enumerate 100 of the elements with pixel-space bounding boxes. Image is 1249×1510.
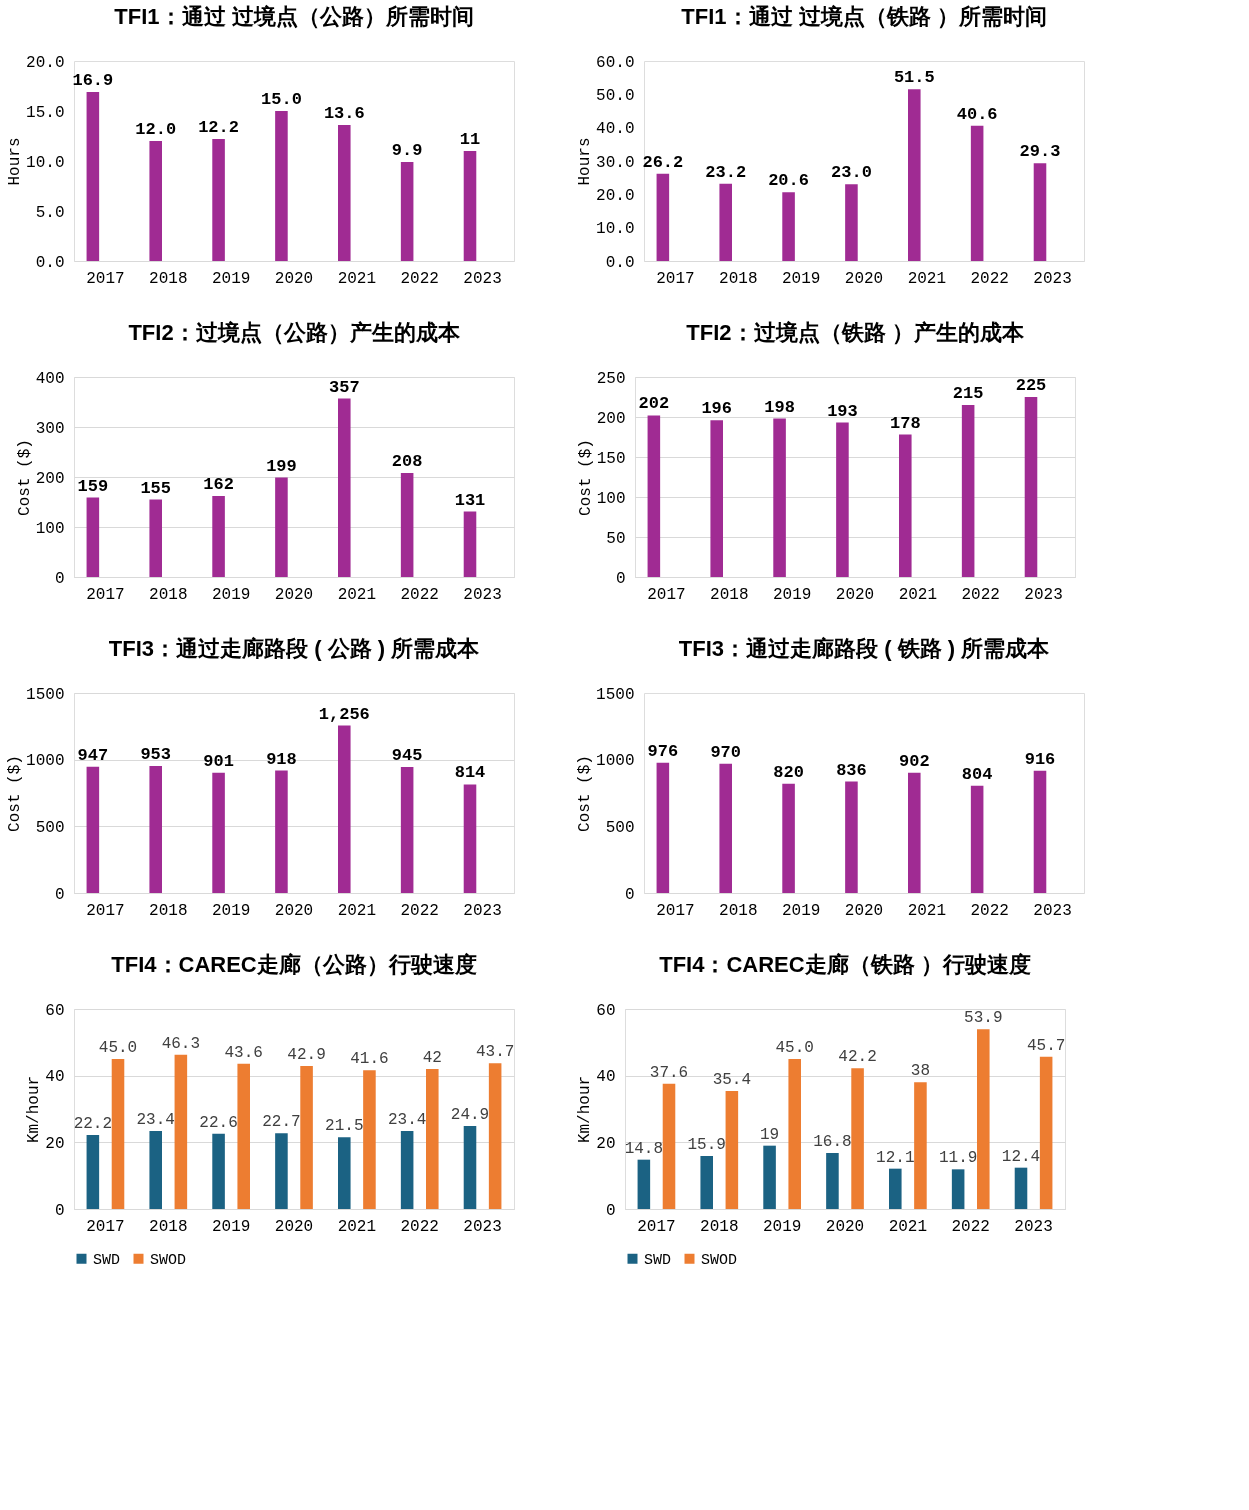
x-tick-label: 2017: [86, 901, 125, 920]
data-label: 12.0: [135, 120, 177, 139]
y-tick-label: 1000: [596, 752, 635, 771]
x-tick-label: 2020: [844, 901, 884, 920]
x-tick-label: 2022: [400, 1217, 439, 1236]
data-label: 12.4: [1001, 1147, 1041, 1166]
bar: [1024, 397, 1038, 577]
bar: [763, 1145, 776, 1209]
y-axis-title: Hours: [576, 137, 595, 186]
data-label: 976: [647, 741, 679, 761]
data-label: 23.4: [136, 1111, 175, 1129]
x-tick-label: 2019: [762, 1217, 802, 1236]
y-tick-label: 500: [605, 818, 635, 837]
y-tick-label: 50: [606, 529, 626, 548]
chart-title: TFI1：通过 过境点（公路）所需时间: [114, 4, 474, 29]
data-label: 51.5: [893, 68, 935, 88]
y-tick-label: 60.0: [596, 53, 635, 72]
y-tick-label: 60: [596, 1001, 616, 1020]
data-label: 45.0: [775, 1039, 814, 1057]
data-label: 24.9: [450, 1106, 490, 1124]
bar: [363, 1070, 376, 1209]
data-label: 804: [961, 764, 993, 784]
data-label: 23.2: [705, 162, 747, 182]
data-label: 11.9: [938, 1149, 978, 1168]
data-label: 1,256: [318, 704, 370, 724]
y-tick-label: 0: [615, 569, 626, 588]
data-label: 43.7: [475, 1043, 515, 1062]
y-tick-label: 200: [35, 469, 65, 488]
legend-label: SWD: [93, 1251, 121, 1269]
x-tick-label: 2019: [781, 269, 821, 288]
y-tick-label: 40: [45, 1068, 65, 1087]
data-label: 215: [952, 384, 984, 403]
data-label: 53.9: [964, 1009, 1003, 1028]
data-label: 22.2: [73, 1115, 113, 1133]
data-label: 13.6: [323, 104, 365, 123]
y-tick-label: 30.0: [596, 153, 635, 172]
data-label: 22.6: [199, 1113, 238, 1132]
x-tick-label: 2018: [719, 901, 758, 920]
x-tick-label: 2017: [647, 585, 686, 604]
data-label: 178: [889, 413, 921, 433]
bar: [212, 1133, 225, 1209]
x-tick-label: 2017: [656, 269, 695, 288]
x-tick-label: 2022: [400, 901, 439, 920]
bar: [111, 1059, 125, 1209]
bar: [788, 1059, 801, 1209]
bar: [647, 415, 661, 577]
x-tick-label: 2023: [463, 901, 502, 920]
x-tick-label: 2019: [781, 901, 821, 920]
chart-title: TFI1：通过 过境点（铁路 ）所需时间: [681, 4, 1047, 29]
data-label: 45.0: [98, 1039, 138, 1057]
y-tick-label: 15.0: [26, 103, 65, 122]
data-label: 23.4: [387, 1111, 427, 1129]
x-tick-label: 2019: [211, 901, 251, 920]
y-tick-label: 150: [596, 449, 626, 468]
bar: [977, 1029, 990, 1209]
data-label: 35.4: [712, 1071, 752, 1089]
bar: [719, 183, 732, 261]
x-tick-label: 2022: [400, 585, 439, 604]
x-tick-label: 2022: [951, 1217, 990, 1236]
data-label: 21.5: [325, 1117, 364, 1136]
bar: [488, 1063, 502, 1209]
data-label: 42: [422, 1049, 442, 1067]
bar: [400, 162, 414, 261]
y-tick-label: 40: [596, 1068, 616, 1087]
y-tick-label: 10.0: [596, 220, 635, 239]
data-label: 918: [266, 749, 297, 769]
data-label: 155: [140, 478, 172, 498]
y-tick-label: 0: [54, 1201, 65, 1220]
bar: [725, 1091, 739, 1209]
x-tick-label: 2021: [898, 585, 938, 604]
data-label: 11: [459, 130, 481, 149]
bar: [426, 1069, 439, 1209]
y-axis-title: Cost ($): [576, 755, 595, 832]
x-tick-label: 2018: [149, 269, 188, 288]
data-label: 131: [454, 490, 486, 510]
x-tick-label: 2021: [337, 1217, 377, 1236]
bar: [174, 1054, 188, 1209]
bar: [86, 92, 100, 261]
y-axis-title: Cost ($): [15, 439, 34, 516]
x-tick-label: 2018: [719, 269, 758, 288]
data-label: 357: [328, 377, 360, 397]
x-tick-label: 2019: [772, 585, 812, 604]
x-tick-label: 2021: [907, 901, 947, 920]
x-tick-label: 2021: [337, 585, 377, 604]
x-tick-label: 2023: [463, 269, 502, 288]
bar: [149, 1131, 162, 1209]
y-tick-label: 1000: [26, 752, 65, 771]
x-tick-label: 2020: [844, 269, 884, 288]
bar: [463, 151, 477, 261]
x-tick-label: 2021: [907, 269, 947, 288]
y-axis-title: Km/hour: [25, 1075, 44, 1144]
y-tick-label: 20: [45, 1134, 65, 1153]
bar: [889, 1168, 902, 1209]
bar: [338, 1137, 351, 1209]
y-axis-title: Cost ($): [576, 439, 595, 516]
legend-label: SWOD: [701, 1251, 738, 1269]
y-tick-label: 100: [35, 519, 65, 538]
data-label: 159: [77, 476, 109, 496]
y-tick-label: 0: [54, 885, 65, 904]
y-tick-label: 0.0: [35, 253, 65, 272]
